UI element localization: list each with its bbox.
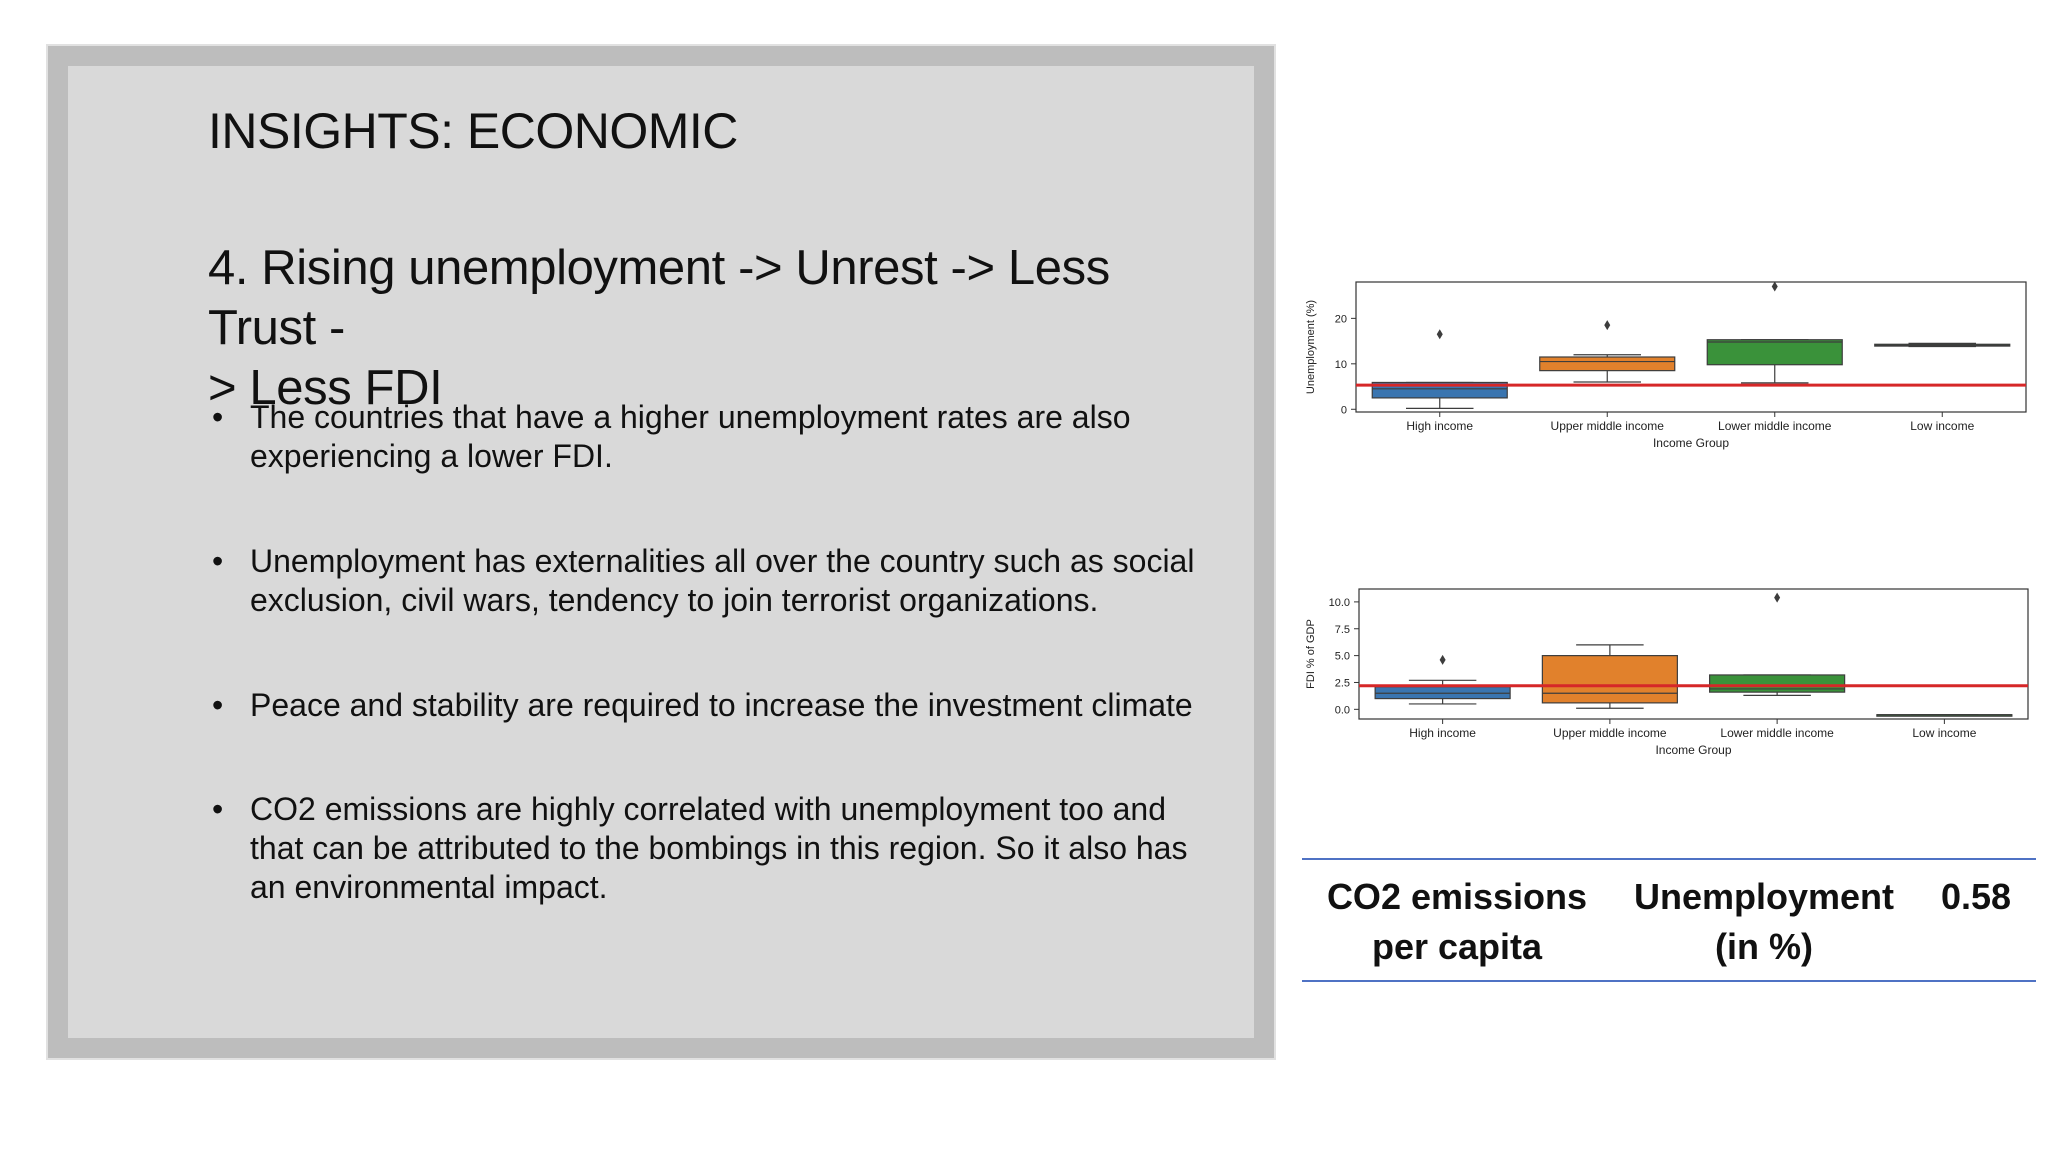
slide-title: INSIGHTS: ECONOMIC <box>208 103 738 159</box>
x-tick-label: Lower middle income <box>1718 419 1832 433</box>
y-tick-label: 0.0 <box>1335 704 1350 716</box>
x-tick-label: Lower middle income <box>1720 726 1834 740</box>
y-tick-label: 7.5 <box>1335 624 1350 636</box>
correlation-value: 0.58 <box>1940 876 2012 917</box>
x-tick-label: High income <box>1406 419 1473 433</box>
unemployment-boxplot: 0 10 20 High income Upper middle income Lower… <box>1305 281 2027 450</box>
variable-1-line-1: CO2 emissions <box>1326 876 1588 917</box>
y-tick-label: 20 <box>1335 313 1347 325</box>
y-tick-label: 10 <box>1335 359 1347 371</box>
outlier-point <box>1604 320 1611 331</box>
plot-area <box>1358 588 2029 720</box>
y-tick-label: 5.0 <box>1335 651 1350 663</box>
y-tick-label: 2.5 <box>1335 677 1350 689</box>
x-tick-label: Upper middle income <box>1553 726 1667 740</box>
box-3 <box>1706 339 1843 366</box>
x-tick-label: Low income <box>1910 419 1974 433</box>
insight-heading-line-1: 4. Rising unemployment -> Unrest -> Less… <box>208 241 1110 355</box>
x-axis-label: Income Group <box>1655 743 1731 757</box>
bullet-item: CO2 emissions are highly correlated with… <box>208 790 1228 907</box>
correlation-variable-2: Unemployment (in %) <box>1614 872 1914 972</box>
outlier-point <box>1436 329 1443 340</box>
content-panel: INSIGHTS: ECONOMIC 4. Rising unemploymen… <box>68 66 1254 1038</box>
y-tick-label: 10.0 <box>1329 597 1350 609</box>
insight-bullets: The countries that have a higher unemplo… <box>208 398 1228 907</box>
y-tick-label: 0 <box>1341 404 1347 416</box>
bullet-item: Unemployment has externalities all over … <box>208 542 1228 620</box>
outlier-point <box>1771 281 1778 292</box>
x-tick-label: Upper middle income <box>1551 419 1665 433</box>
bullet-item: The countries that have a higher unemplo… <box>208 398 1228 476</box>
y-axis-label: Unemployment (%) <box>1305 300 1317 394</box>
box-3 <box>1709 674 1846 693</box>
x-tick-label: Low income <box>1912 726 1976 740</box>
fdi-boxplot: 0.0 2.5 5.0 7.5 10.0 High income Upper middle … <box>1305 588 2029 757</box>
y-axis-label: FDI % of GDP <box>1305 619 1317 689</box>
content-frame: INSIGHTS: ECONOMIC 4. Rising unemploymen… <box>46 44 1276 1060</box>
outlier-point <box>1774 592 1781 603</box>
correlation-variable-1: CO2 emissions per capita <box>1312 872 1602 972</box>
outlier-point <box>1439 654 1446 665</box>
x-tick-label: High income <box>1409 726 1476 740</box>
box-2 <box>1539 356 1676 372</box>
box-2 <box>1541 655 1678 704</box>
x-axis-label: Income Group <box>1653 436 1729 450</box>
variable-2-line-1: Unemployment <box>1633 876 1895 917</box>
variable-2-line-2: (in %) <box>1715 926 1813 967</box>
variable-1-line-2: per capita <box>1371 926 1543 967</box>
insight-heading: 4. Rising unemployment -> Unrest -> Less… <box>208 238 1228 418</box>
bullet-item: Peace and stability are required to incr… <box>208 686 1228 725</box>
correlation-table: CO2 emissions per capita Unemployment (i… <box>1302 858 2036 982</box>
